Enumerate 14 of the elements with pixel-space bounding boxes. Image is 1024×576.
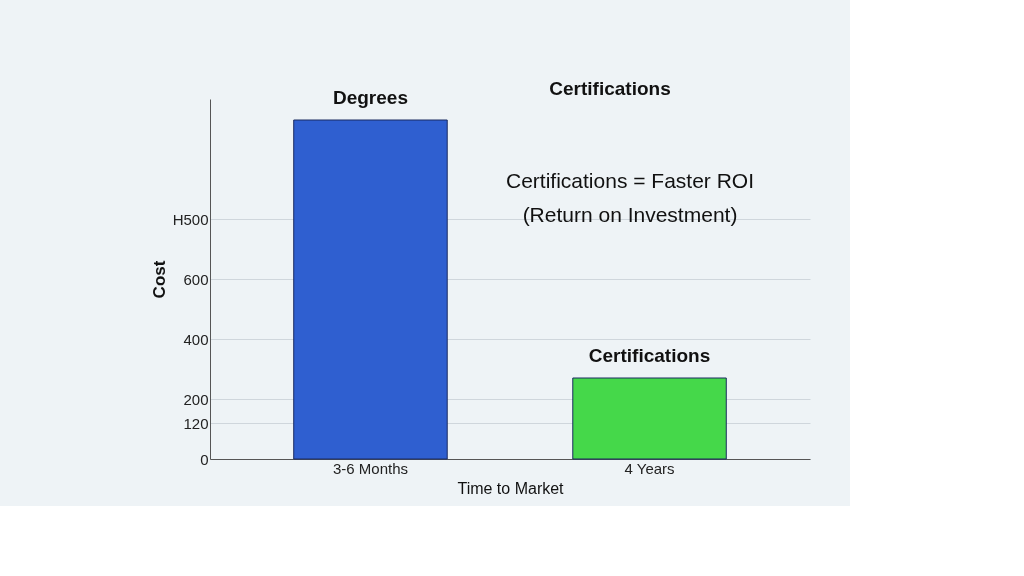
x-tick-label: 4 Years [624, 459, 675, 477]
y-tick-label: H500 [172, 210, 209, 228]
text: Certifications [549, 78, 671, 99]
y-tick-label: 600 [183, 270, 209, 288]
annotation: Certifications = Faster ROI (Return on Investment) [506, 169, 754, 226]
series-label: Degrees [332, 87, 408, 108]
y-tick-label: 200 [183, 390, 209, 408]
y-tick-label: 400 [183, 330, 209, 348]
x-axis-title: Time to Market [457, 479, 565, 497]
y-axis-title: Cost [149, 260, 169, 299]
y-tick-label: 120 [183, 414, 209, 432]
series-label: Certifications [588, 345, 711, 366]
x-tick-label: 3-6 Months [332, 459, 408, 477]
y-tick-label: 0 [200, 450, 209, 468]
